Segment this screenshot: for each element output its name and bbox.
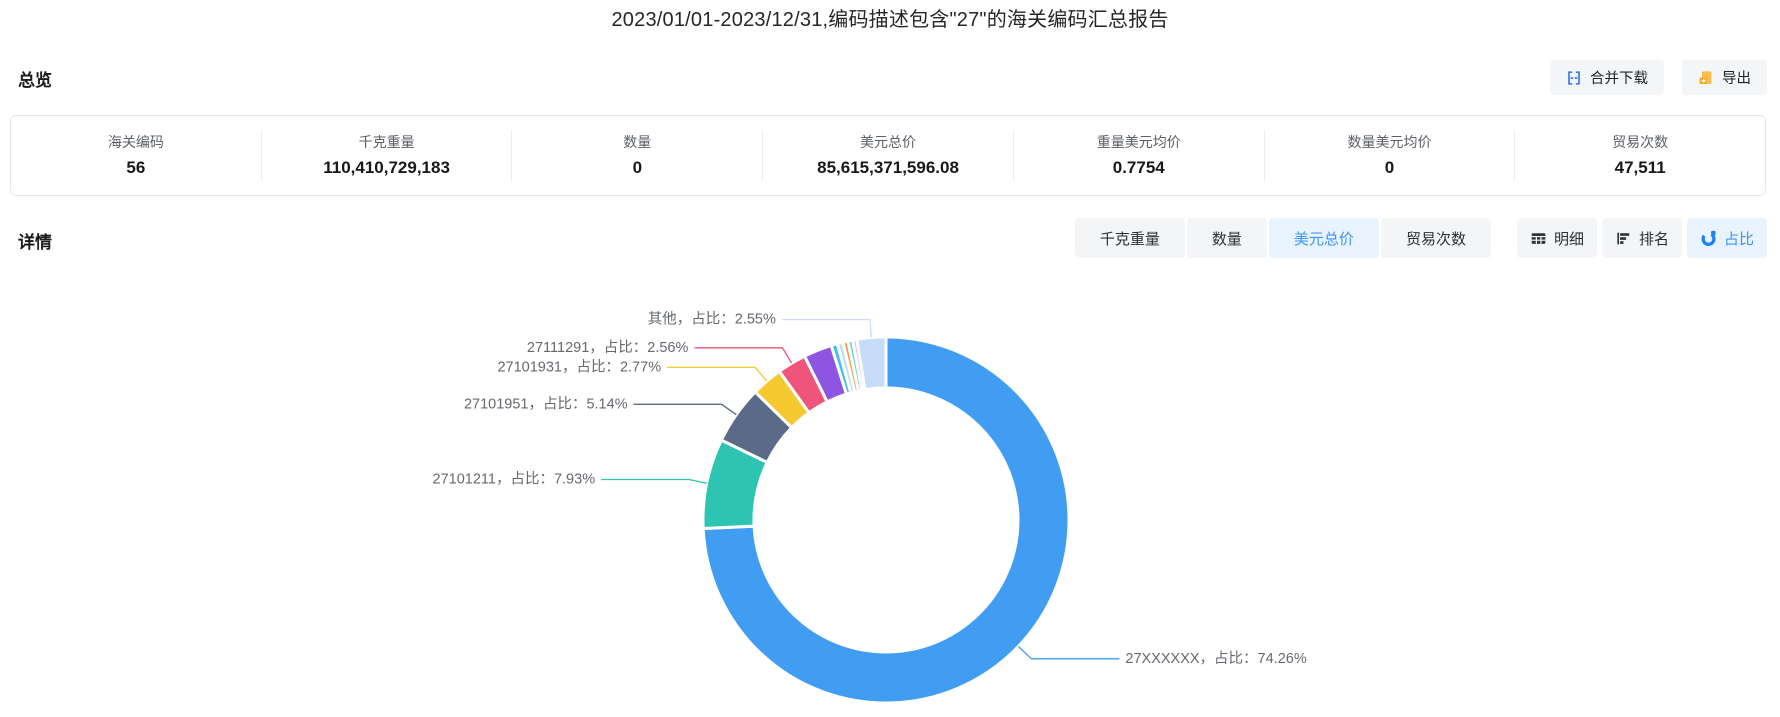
- merge-download-label: 合并下载: [1590, 71, 1648, 87]
- stat-col-3: 数量 0: [511, 130, 762, 181]
- pie-label-line-27101931: [667, 366, 768, 382]
- header-actions: 合并下载 导出: [1550, 60, 1767, 95]
- stat-label: 数量: [623, 134, 652, 150]
- pie-label-line-27111291: [694, 347, 793, 364]
- export-icon: [1698, 70, 1714, 86]
- stat-label: 数量美元均价: [1347, 134, 1432, 150]
- pie-label-27XXXXXX: 27XXXXXX，占比：74.26%: [1125, 650, 1306, 667]
- pie-label-line-27101951: [633, 403, 737, 416]
- view-tab-label: 排名: [1638, 230, 1669, 248]
- page-title: 2023/01/01-2023/12/31,编码描述包含"27"的海关编码汇总报…: [611, 9, 1169, 31]
- metric-tab-3[interactable]: 美元总价: [1268, 218, 1379, 258]
- stat-label: 贸易次数: [1612, 134, 1669, 150]
- metric-tab-2[interactable]: 数量: [1186, 218, 1267, 258]
- view-tab-3[interactable]: 占比: [1686, 218, 1767, 258]
- stat-col-2: 千克重量 110,410,729,183: [260, 130, 512, 181]
- stat-col-1: 海关编码 56: [11, 130, 261, 181]
- view-tab-label: 占比: [1723, 230, 1754, 248]
- view-tab-1[interactable]: 明细: [1516, 218, 1597, 258]
- view-tab-group: 明细 排名 占比: [1516, 218, 1767, 258]
- details-heading: 详情: [18, 233, 52, 252]
- stat-value: 56: [126, 158, 146, 177]
- pie-label-27101931: 27101931，占比：2.77%: [497, 358, 661, 375]
- stat-label: 千克重量: [358, 134, 415, 150]
- pie-slice-27XXXXXX[interactable]: [701, 335, 1071, 705]
- stat-value: 47,511: [1614, 158, 1666, 177]
- pie-label-27111291: 27111291，占比：2.56%: [527, 339, 689, 356]
- pie-label-line-27XXXXXX: [1017, 645, 1120, 660]
- metric-tab-4[interactable]: 贸易次数: [1380, 218, 1491, 258]
- stat-col-7: 贸易次数 47,511: [1514, 130, 1765, 181]
- metric-tab-1[interactable]: 千克重量: [1074, 218, 1185, 258]
- stat-col-4: 美元总价 85,615,371,596.08: [762, 130, 1013, 181]
- pie-label-line-27101211: [601, 478, 707, 484]
- pie-label-27101211: 27101211，占比：7.93%: [433, 471, 596, 488]
- merge-download-button[interactable]: 合并下载: [1550, 60, 1664, 95]
- stat-label: 重量美元均价: [1096, 134, 1181, 150]
- pie-slice-其他[interactable]: [855, 335, 888, 392]
- view-tab-label: 明细: [1553, 230, 1584, 248]
- pie-label-27101951: 27101951，占比：5.14%: [464, 395, 628, 412]
- stat-value: 85,615,371,596.08: [817, 158, 959, 177]
- stat-value: 110,410,729,183: [323, 158, 450, 177]
- pie-label-其他: 其他，占比：2.55%: [648, 311, 776, 328]
- overview-stats-card: 海关编码 56 千克重量 110,410,729,183 数量 0 美元总价 85,615,3…: [10, 115, 1766, 196]
- stat-value: 0: [1384, 158, 1395, 177]
- merge-download-icon: [1566, 70, 1582, 86]
- view-tab-2[interactable]: 排名: [1601, 218, 1682, 258]
- metric-tab-group: 千克重量 数量 美元总价 贸易次数: [1074, 218, 1491, 258]
- stat-label: 美元总价: [860, 134, 917, 150]
- export-button[interactable]: 导出: [1682, 60, 1767, 95]
- stat-col-5: 重量美元均价 0.7754: [1012, 130, 1264, 181]
- export-label: 导出: [1722, 71, 1751, 87]
- ranking-icon: [1615, 230, 1632, 247]
- pie-label-line-其他: [781, 318, 873, 338]
- stat-value: 0: [632, 158, 643, 177]
- stat-col-6: 数量美元均价 0: [1263, 130, 1515, 181]
- details-controls: 千克重量 数量 美元总价 贸易次数 明细 排名 占比: [1074, 218, 1767, 258]
- stat-label: 海关编码: [107, 134, 164, 150]
- stat-value: 0.7754: [1112, 158, 1165, 177]
- overview-heading: 总览: [18, 71, 52, 90]
- pie-icon: [1700, 230, 1717, 247]
- table-icon: [1530, 230, 1547, 247]
